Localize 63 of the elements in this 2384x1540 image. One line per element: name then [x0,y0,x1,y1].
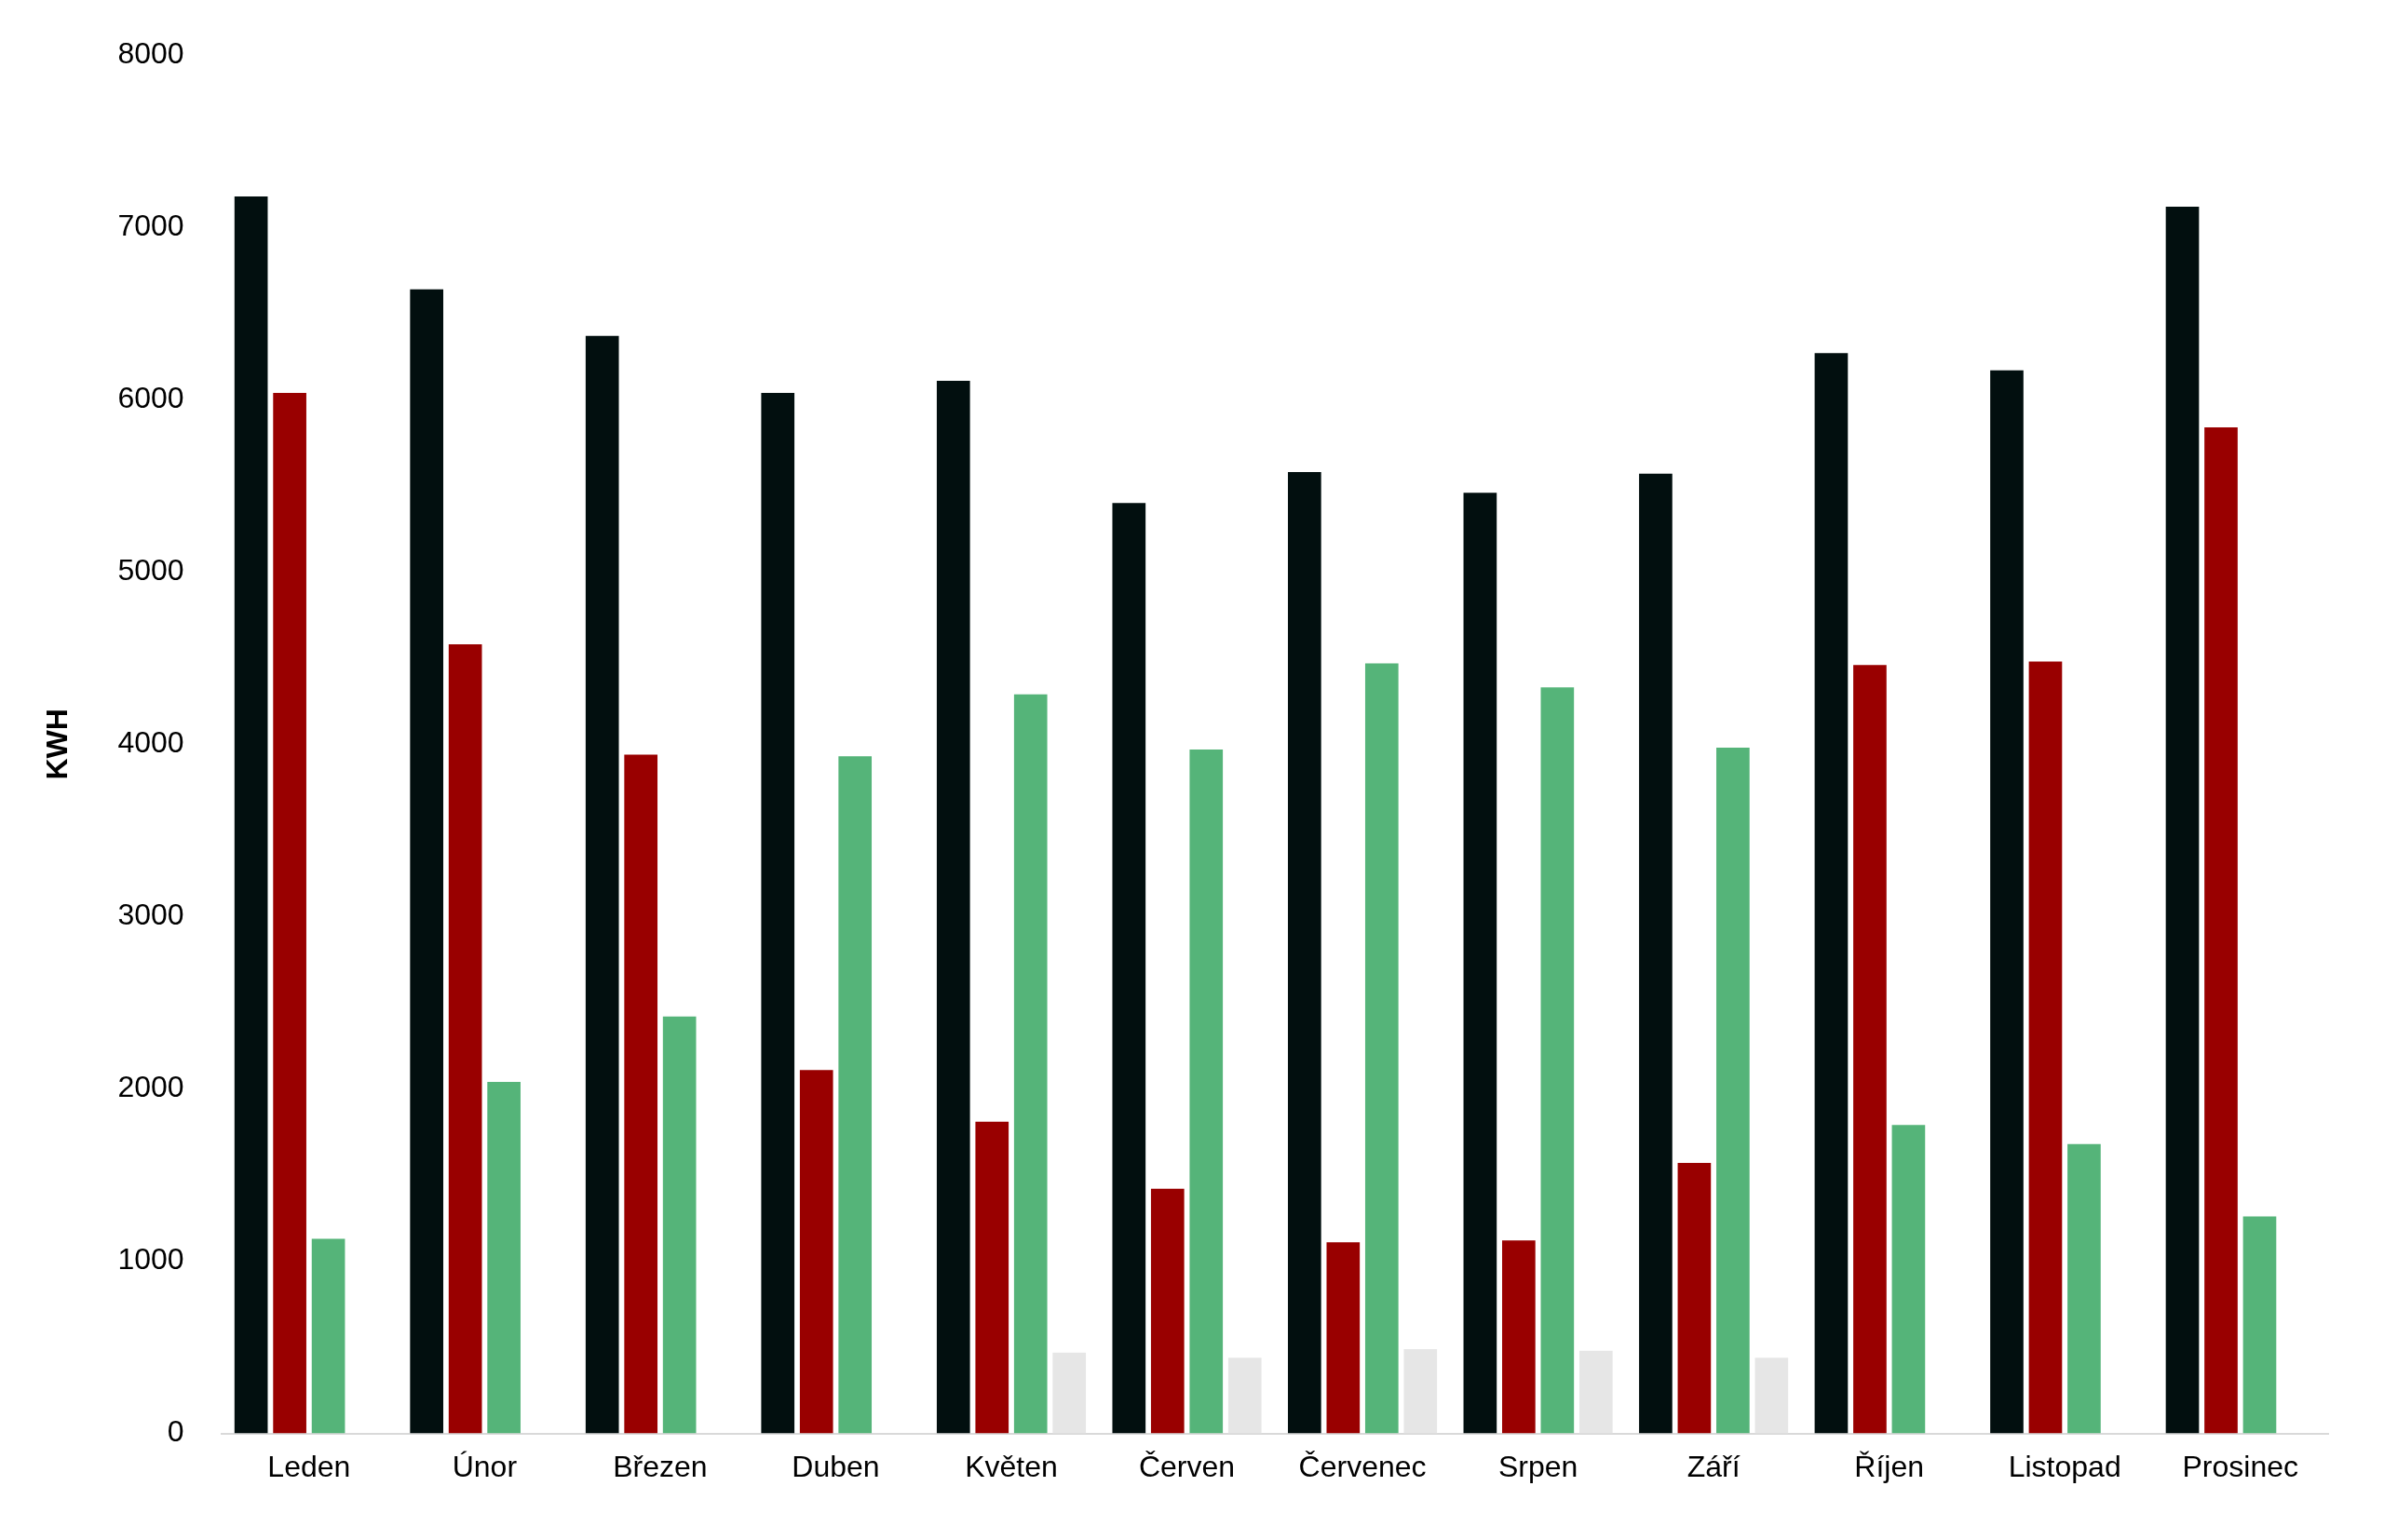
x-tick-label: Říjen [1854,1449,1925,1483]
bar [1716,748,1750,1434]
bar [1052,1352,1087,1434]
bar [936,380,970,1434]
bar [799,1070,833,1434]
bar [1540,687,1575,1434]
bar [1639,473,1673,1434]
bar [1754,1358,1789,1434]
bar [1288,472,1321,1434]
bar [1990,370,2024,1434]
bar [1578,1350,1613,1434]
bar [662,1016,697,1434]
bar [410,289,444,1434]
bar [273,392,306,1434]
bar [585,335,619,1434]
bar [761,392,795,1434]
bar [1853,665,1887,1434]
y-tick-label: 1000 [117,1242,184,1277]
x-tick-label: Prosinec [2182,1449,2298,1483]
y-tick-label: 8000 [117,36,184,71]
bar [1364,663,1399,1434]
bar [1013,694,1048,1434]
bar [234,196,268,1434]
bar [838,756,873,1434]
x-tick-label: Červen [1138,1449,1236,1483]
bar [2067,1143,2101,1434]
y-tick-label: 6000 [117,381,184,415]
bar [975,1121,1009,1434]
bar [311,1238,345,1434]
bar [1112,503,1146,1434]
bar [1403,1348,1438,1434]
bar [1814,353,1849,1434]
bar [1150,1188,1185,1434]
y-tick-label: 3000 [117,898,184,932]
bar [2242,1216,2277,1434]
x-tick-label: Květen [965,1449,1058,1483]
bar [1463,493,1497,1434]
y-tick-label: 4000 [117,725,184,760]
x-tick-label: Únor [452,1449,518,1483]
bar [1326,1242,1361,1434]
y-axis-title: KWH [40,709,74,780]
bar [1227,1358,1262,1434]
x-tick-label: Březen [613,1449,708,1483]
x-tick-label: Listopad [2008,1449,2121,1483]
x-tick-label: Duben [792,1449,880,1483]
bar [2028,661,2063,1434]
bar [1891,1125,1926,1434]
x-tick-label: Leden [267,1449,351,1483]
bar [448,644,482,1434]
bar [624,754,658,1434]
x-tick-label: Září [1686,1449,1741,1483]
y-tick-label: 2000 [117,1070,184,1104]
x-tick-label: Srpen [1497,1449,1578,1483]
bar [1189,749,1224,1434]
bar [1677,1163,1712,1434]
y-tick-label: 0 [167,1414,184,1449]
y-tick-label: 7000 [117,209,184,243]
bar [2165,207,2200,1434]
bar [2204,426,2238,1434]
y-tick-label: 5000 [117,553,184,588]
x-tick-label: Červenec [1298,1449,1427,1483]
bar [1502,1240,1536,1434]
bar [487,1082,521,1434]
